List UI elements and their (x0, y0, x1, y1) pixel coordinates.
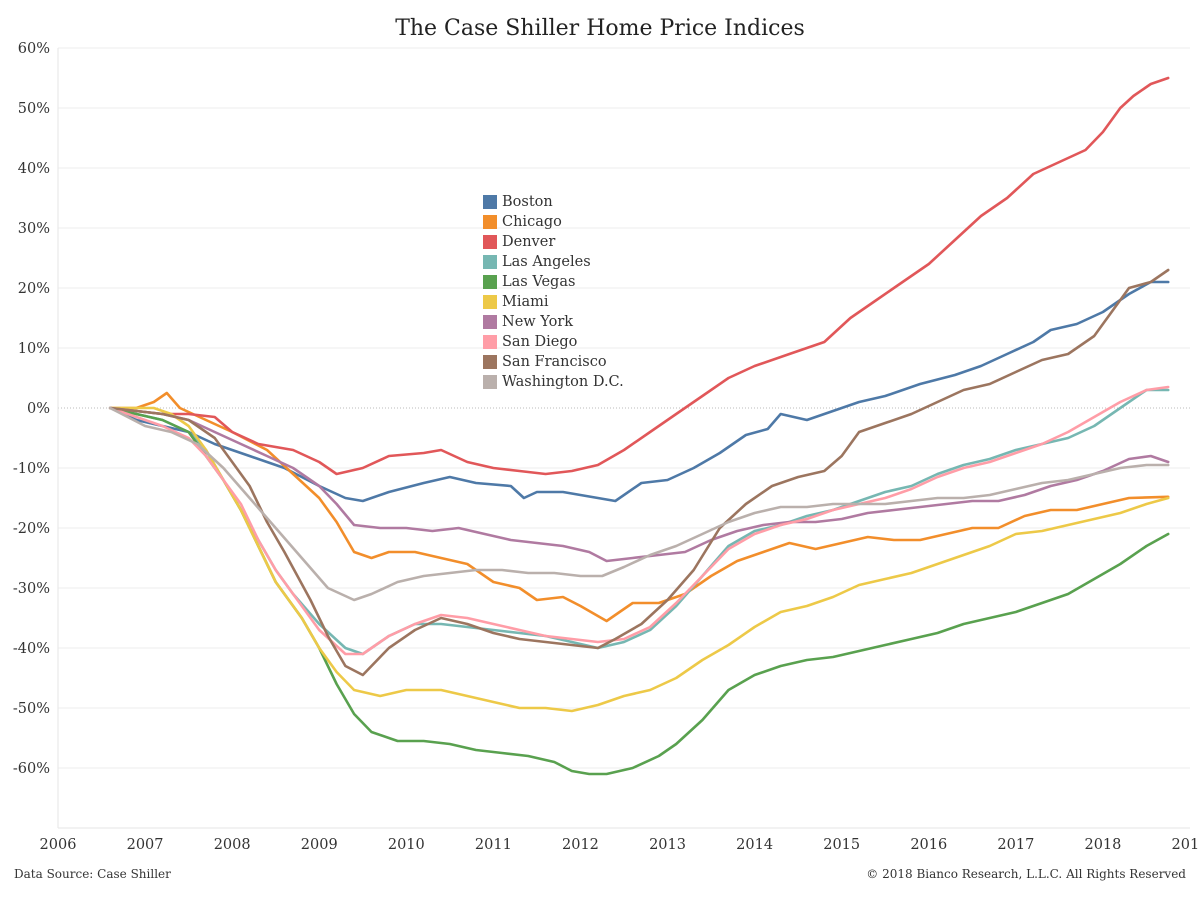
y-tick-label: 10% (18, 341, 50, 357)
y-tick-label: 20% (18, 281, 50, 297)
copyright-note: © 2018 Bianco Research, L.L.C. All Right… (866, 867, 1186, 881)
legend-item: San Francisco (483, 352, 624, 372)
legend-swatch (483, 335, 497, 349)
x-tick-label: 2018 (1084, 837, 1121, 853)
legend-item: Las Angeles (483, 252, 624, 272)
x-tick-label: 2013 (649, 837, 686, 853)
x-tick-label: 2010 (388, 837, 425, 853)
y-tick-label: 50% (18, 101, 50, 117)
x-tick-label: 2012 (562, 837, 599, 853)
chart-title: The Case Shiller Home Price Indices (395, 16, 805, 41)
x-tick-label: 2015 (823, 837, 860, 853)
x-tick-label: 2011 (475, 837, 512, 853)
legend-label: Chicago (502, 214, 562, 230)
legend-swatch (483, 355, 497, 369)
y-tick-label: -20% (13, 521, 50, 537)
legend-label: Denver (502, 234, 556, 250)
legend-item: New York (483, 312, 624, 332)
data-source-note: Data Source: Case Shiller (14, 867, 171, 881)
legend-label: Washington D.C. (502, 374, 624, 390)
legend-swatch (483, 295, 497, 309)
series-line-new-york (108, 406, 1170, 563)
x-tick-label: 2009 (301, 837, 338, 853)
x-tick-label: 2017 (997, 837, 1034, 853)
legend-label: New York (502, 314, 574, 330)
legend-label: Miami (502, 294, 549, 310)
legend-swatch (483, 315, 497, 329)
y-tick-label: 60% (18, 41, 50, 57)
legend-item: Boston (483, 192, 624, 212)
y-tick-label: -60% (13, 761, 50, 777)
x-tick-label: 2006 (40, 837, 77, 853)
x-tick-label: 2016 (910, 837, 947, 853)
legend-label: Boston (502, 194, 553, 210)
series-line-washington-d-c (108, 406, 1170, 602)
legend-swatch (483, 235, 497, 249)
x-tick-label: 2008 (214, 837, 251, 853)
y-tick-label: -40% (13, 641, 50, 657)
legend-item: Miami (483, 292, 624, 312)
chart-legend: Boston Chicago Denver Las Angeles Las Vegas M… (483, 192, 624, 392)
y-tick-label: 40% (18, 161, 50, 177)
legend-item: Washington D.C. (483, 372, 624, 392)
legend-swatch (483, 275, 497, 289)
series-line-miami (108, 406, 1170, 713)
legend-label: San Diego (502, 334, 578, 350)
series-line-san-francisco (108, 268, 1170, 677)
legend-item: Chicago (483, 212, 624, 232)
series-line-denver (108, 76, 1170, 476)
legend-swatch (483, 215, 497, 229)
legend-label: San Francisco (502, 354, 607, 370)
y-tick-label: 30% (18, 221, 50, 237)
legend-swatch (483, 195, 497, 209)
legend-swatch (483, 255, 497, 269)
legend-label: Las Vegas (502, 274, 576, 290)
legend-item: Las Vegas (483, 272, 624, 292)
legend-swatch (483, 375, 497, 389)
x-tick-label: 2007 (127, 837, 164, 853)
x-tick-label: 2019 (1172, 837, 1200, 853)
y-tick-label: -50% (13, 701, 50, 717)
series-line-chicago (108, 391, 1170, 623)
legend-item: Denver (483, 232, 624, 252)
legend-item: San Diego (483, 332, 624, 352)
legend-label: Las Angeles (502, 254, 591, 270)
x-tick-label: 2014 (736, 837, 773, 853)
y-tick-label: -10% (13, 461, 50, 477)
y-tick-label: -30% (13, 581, 50, 597)
y-tick-label: 0% (27, 401, 50, 417)
